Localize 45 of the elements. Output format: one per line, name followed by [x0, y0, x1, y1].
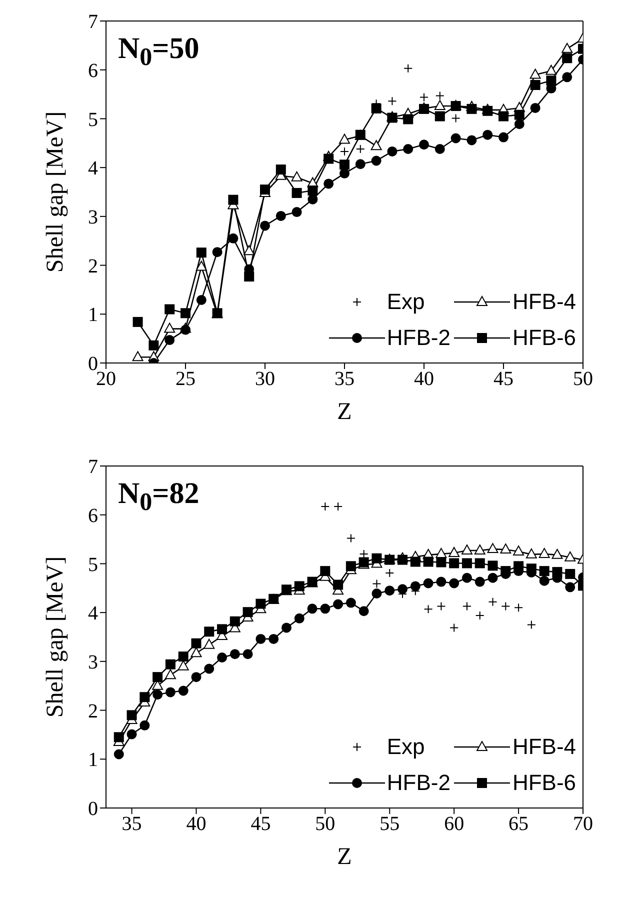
legend-label: HFB-2 [386, 325, 450, 351]
y-tick-label: 4 [88, 158, 98, 180]
y-tick-label: 5 [88, 554, 98, 576]
x-axis-title: Z [337, 844, 352, 870]
y-tick-label: 2 [88, 700, 98, 722]
x-tick-label: 40 [186, 813, 206, 836]
x-tick-label: 35 [334, 368, 354, 390]
legend-label: Exp [386, 734, 425, 760]
x-tick-label: 65 [508, 813, 529, 836]
y-tick-label: 7 [88, 11, 98, 34]
x-tick-label: 35 [122, 813, 142, 836]
y-axis-title: Shell gap [MeV] [42, 556, 69, 718]
y-tick-label: 7 [88, 456, 98, 478]
y-tick-label: 1 [88, 749, 98, 772]
x-tick-label: 25 [176, 368, 196, 390]
legend-label: HFB-4 [512, 289, 576, 315]
text: N$_{0}$=50 [118, 32, 200, 71]
x-tick-label: 50 [315, 813, 336, 836]
x-tick-label: 55 [380, 813, 400, 836]
text: N$_{0}$=82 [118, 477, 200, 516]
legend-label: HFB-4 [512, 734, 576, 760]
legend-label: HFB-6 [512, 770, 576, 796]
y-tick-label: 5 [88, 108, 98, 131]
x-tick-label: 45 [494, 368, 514, 390]
x-tick-label: 30 [255, 368, 275, 390]
y-tick-label: 3 [88, 206, 98, 229]
y-tick-label: 0 [88, 798, 98, 820]
x-tick-label: 70 [573, 813, 593, 836]
x-axis-title: Z [337, 399, 352, 425]
y-tick-label: 1 [88, 304, 98, 326]
y-axis-title: Shell gap [MeV] [42, 111, 69, 273]
x-tick-label: 20 [96, 368, 116, 390]
y-tick-label: 6 [88, 504, 98, 527]
x-tick-label: 40 [414, 368, 434, 390]
y-tick-label: 6 [88, 60, 98, 82]
x-tick-label: 45 [250, 813, 271, 836]
legend-label: HFB-6 [512, 325, 576, 351]
y-tick-label: 4 [88, 602, 98, 625]
y-tick-label: 0 [88, 353, 98, 376]
x-tick-label: 50 [573, 368, 593, 390]
y-tick-label: 2 [88, 255, 98, 278]
x-tick-label: 60 [444, 813, 464, 836]
legend-label: Exp [386, 289, 425, 315]
y-tick-label: 3 [88, 652, 98, 674]
legend-label: HFB-2 [386, 770, 450, 796]
